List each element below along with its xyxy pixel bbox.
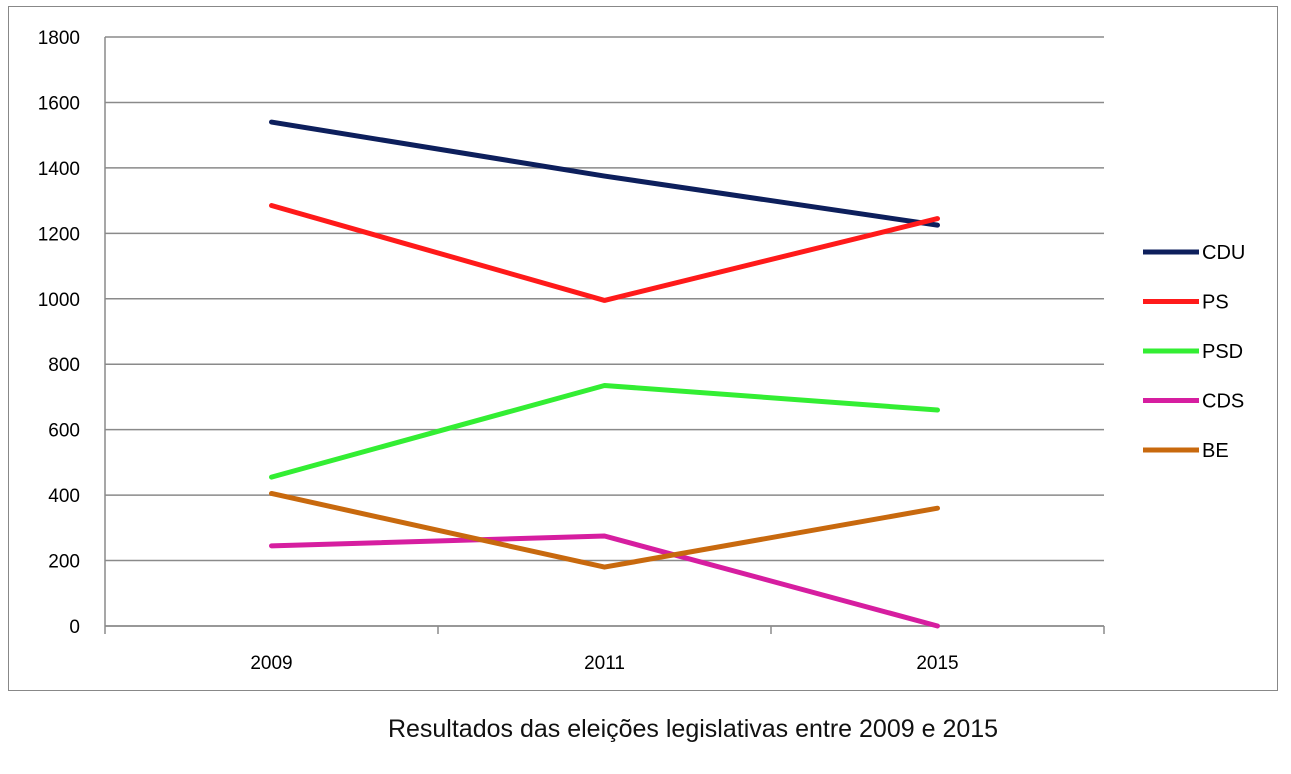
series-line-psd	[269, 382, 940, 480]
x-tick-label: 2009	[250, 653, 292, 674]
y-tick-label: 200	[48, 552, 80, 573]
y-tick-label: 400	[48, 486, 80, 507]
y-tick-label: 1800	[38, 28, 80, 49]
series-line-be	[269, 490, 940, 570]
y-tick-label: 0	[69, 617, 80, 638]
y-tick-label: 1000	[38, 290, 80, 311]
legend-label-ps: PS	[1202, 292, 1229, 314]
series-line-cdu	[269, 119, 940, 228]
line-chart: 0 200 400 600 800 1000 1200 1400 1600 1800 2009 201…	[38, 28, 1246, 674]
y-tick-label: 1400	[38, 159, 80, 180]
legend-label-cdu: CDU	[1202, 242, 1245, 264]
x-tick-label: 2011	[584, 653, 625, 674]
chart-caption: Resultados das eleições legislativas ent…	[387, 715, 999, 743]
legend-label-psd: PSD	[1202, 341, 1243, 363]
y-tick-label: 800	[48, 355, 80, 376]
series-line-cds	[269, 533, 940, 629]
y-tick-label: 600	[48, 421, 80, 442]
x-tick-label: 2015	[916, 653, 958, 674]
y-tick-label: 1600	[38, 93, 80, 114]
legend-label-cds: CDS	[1202, 391, 1244, 413]
y-tick-label: 1200	[38, 224, 80, 245]
chart-frame	[8, 6, 1278, 691]
series-line-ps	[269, 203, 940, 303]
legend-label-be: BE	[1202, 440, 1229, 462]
